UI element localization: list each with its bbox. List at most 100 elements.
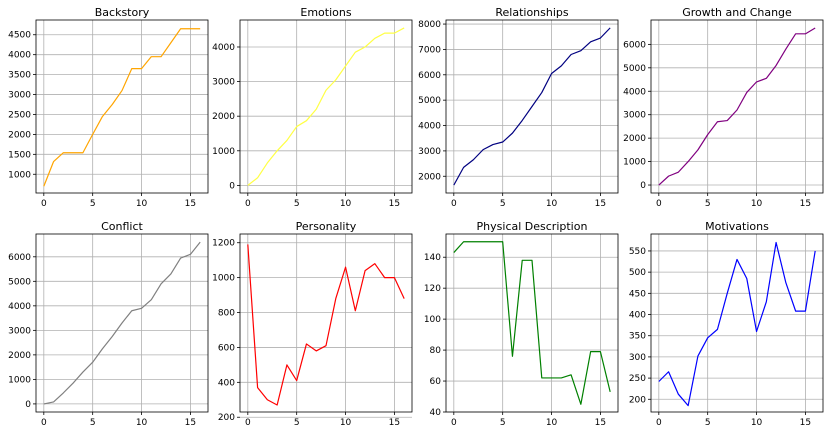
y-tick-label: 3000 — [418, 147, 441, 157]
axes-frame — [239, 233, 413, 413]
series-line — [453, 27, 611, 186]
y-tick-label: 140 — [424, 253, 441, 263]
y-tick-label: 7000 — [418, 45, 441, 55]
x-tick-label: 0 — [41, 418, 47, 428]
y-tick-label: 1000 — [8, 375, 31, 385]
x-tick-label: 5 — [90, 418, 96, 428]
y-tick-label: 4000 — [212, 43, 235, 53]
y-tick-label: 5000 — [623, 64, 646, 74]
y-tick-label: 40 — [430, 408, 442, 418]
y-tick-label: 6000 — [418, 71, 441, 81]
subplot-4: 0 1000 2000 3000 4000 5000 6000 0 5 10 15 Growth an… — [623, 6, 824, 209]
y-tick-label: 800 — [218, 309, 235, 319]
series-line — [43, 241, 201, 405]
subplot-2: 0 1000 2000 3000 4000 0 5 10 15 Emotions — [212, 6, 413, 209]
y-tick-label: 350 — [629, 332, 646, 342]
x-tick-label: 15 — [595, 418, 606, 428]
y-tick-label: 2500 — [8, 110, 31, 120]
y-tick-label: 400 — [629, 311, 646, 321]
y-tick-label: 120 — [424, 284, 441, 294]
y-tick-label: 1000 — [212, 274, 235, 284]
y-tick-label: 400 — [218, 378, 235, 388]
x-tick-label: 5 — [705, 418, 711, 428]
x-tick-label: 10 — [136, 418, 148, 428]
series-line — [658, 27, 816, 186]
y-tick-label: 1500 — [8, 150, 31, 160]
y-tick-label: 2000 — [8, 351, 31, 361]
x-tick-label: 10 — [546, 418, 558, 428]
y-tick-label: 5000 — [8, 277, 31, 287]
y-tick-label: 8000 — [418, 20, 441, 30]
x-tick-label: 0 — [656, 199, 662, 209]
x-tick-label: 10 — [546, 199, 558, 209]
y-tick-label: 2000 — [8, 130, 31, 140]
x-tick-label: 0 — [245, 199, 251, 209]
x-tick-label: 5 — [500, 199, 506, 209]
axes-frame — [239, 19, 413, 194]
y-tick-label: 4000 — [623, 87, 646, 97]
y-tick-label: 80 — [430, 346, 442, 356]
chart-title: Backstory — [95, 6, 150, 19]
axes-frame — [35, 19, 209, 194]
axes-frame — [445, 19, 619, 194]
x-tick-label: 0 — [451, 199, 457, 209]
y-tick-label: 4000 — [8, 302, 31, 312]
y-tick-label: 4000 — [8, 51, 31, 61]
subplot-3: 2000 3000 4000 5000 6000 7000 8000 0 5 10 15 Relati… — [418, 6, 619, 209]
axes-frame — [650, 233, 824, 413]
series-line — [43, 28, 201, 187]
x-tick-label: 5 — [294, 418, 300, 428]
y-tick-label: 2000 — [418, 172, 441, 182]
chart-title: Conflict — [101, 220, 143, 233]
axes-frame — [445, 233, 619, 413]
y-tick-label: 5000 — [418, 96, 441, 106]
y-tick-label: 3000 — [212, 78, 235, 88]
subplot-8: 200 250 300 350 400 450 500 550 0 5 10 15 Motivation… — [629, 220, 824, 428]
chart-title: Personality — [296, 220, 357, 233]
subplot-6: 200 400 600 800 1000 1200 0 5 10 15 Personality — [212, 220, 413, 428]
subplot-5: 0 1000 2000 3000 4000 5000 6000 0 5 10 15 Conflict — [8, 220, 209, 428]
x-tick-label: 15 — [389, 199, 400, 209]
y-tick-label: 1200 — [212, 239, 235, 249]
y-tick-label: 1000 — [623, 158, 646, 168]
x-tick-label: 5 — [500, 418, 506, 428]
x-tick-label: 0 — [451, 418, 457, 428]
y-tick-label: 100 — [424, 315, 441, 325]
y-tick-label: 6000 — [623, 40, 646, 50]
x-tick-label: 10 — [340, 199, 352, 209]
y-tick-label: 1000 — [212, 147, 235, 157]
series-line — [247, 27, 405, 186]
x-tick-label: 0 — [41, 199, 47, 209]
x-tick-label: 10 — [751, 418, 763, 428]
x-tick-label: 15 — [185, 418, 196, 428]
y-tick-label: 4500 — [8, 31, 31, 41]
x-tick-label: 0 — [656, 418, 662, 428]
y-tick-label: 3500 — [8, 71, 31, 81]
chart-title: Emotions — [300, 6, 351, 19]
y-tick-label: 60 — [430, 377, 442, 387]
y-tick-label: 0 — [229, 181, 235, 191]
y-tick-label: 1000 — [8, 170, 31, 180]
series-line — [247, 244, 405, 406]
x-tick-label: 5 — [90, 199, 96, 209]
y-tick-label: 450 — [629, 289, 646, 299]
x-tick-label: 10 — [751, 199, 763, 209]
y-tick-label: 250 — [629, 374, 646, 384]
series-line — [453, 241, 611, 405]
subplot-7: 40 60 80 100 120 140 0 5 10 15 Physical Descriptio… — [424, 220, 619, 428]
y-tick-label: 3000 — [8, 91, 31, 101]
y-tick-label: 300 — [629, 353, 646, 363]
y-tick-label: 3000 — [623, 111, 646, 121]
subplot-1: 1000 1500 2000 2500 3000 3500 4000 4500 0 5 10 15 Ba… — [8, 6, 209, 209]
axes-frame — [650, 19, 824, 194]
chart-title: Growth and Change — [682, 6, 792, 19]
y-tick-label: 500 — [629, 268, 646, 278]
x-tick-label: 5 — [705, 199, 711, 209]
x-tick-label: 10 — [340, 418, 352, 428]
axes-frame — [35, 233, 209, 413]
y-tick-label: 6000 — [8, 253, 31, 263]
x-tick-label: 15 — [800, 199, 811, 209]
x-tick-label: 15 — [389, 418, 400, 428]
y-tick-label: 2000 — [623, 134, 646, 144]
